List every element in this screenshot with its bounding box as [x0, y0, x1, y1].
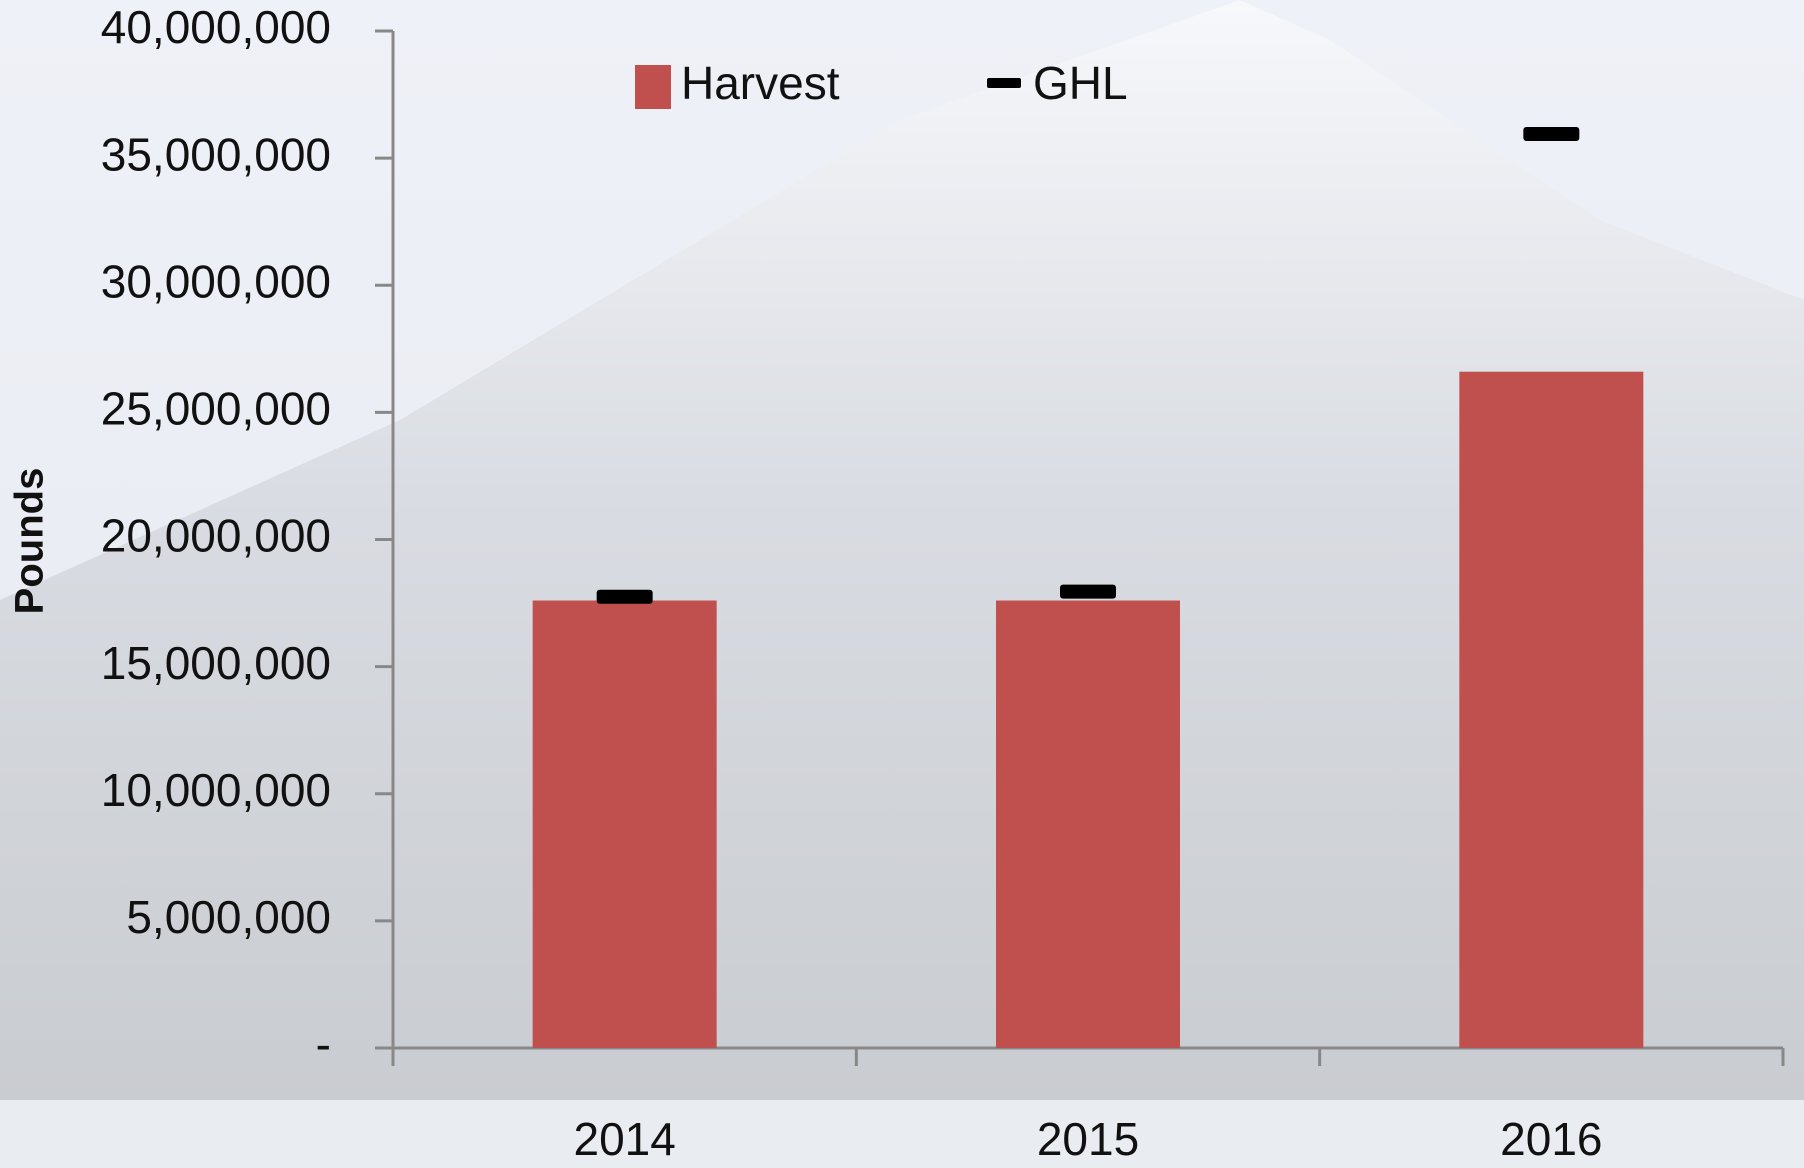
legend-swatch	[635, 65, 671, 109]
x-tick-label: 2015	[1037, 1113, 1139, 1165]
legend-swatch	[987, 78, 1021, 88]
legend-label: GHL	[1033, 57, 1128, 109]
y-tick-label: 5,000,000	[126, 891, 331, 943]
y-tick-label: 15,000,000	[101, 637, 331, 689]
x-tick-label: 2014	[573, 1113, 675, 1165]
ghl-marker	[1060, 585, 1116, 599]
y-tick-label: 40,000,000	[101, 1, 331, 53]
x-tick-label: 2016	[1500, 1113, 1602, 1165]
bar	[996, 601, 1180, 1048]
y-axis-label: Pounds	[8, 468, 52, 615]
chart: Pounds - 5,000,000 10,000,000 15,000,000 20,…	[0, 0, 1804, 1168]
ghl-marker	[1523, 127, 1579, 141]
bar	[533, 601, 717, 1048]
y-tick-label: 35,000,000	[101, 128, 331, 180]
bar	[1459, 372, 1643, 1048]
y-tick-label: 30,000,000	[101, 255, 331, 307]
y-tick-label: 20,000,000	[101, 510, 331, 562]
ghl-marker	[597, 590, 653, 604]
y-tick-label: 10,000,000	[101, 764, 331, 816]
legend-label: Harvest	[681, 57, 840, 109]
y-tick-label: 25,000,000	[101, 383, 331, 435]
y-tick-label: -	[316, 1018, 331, 1070]
